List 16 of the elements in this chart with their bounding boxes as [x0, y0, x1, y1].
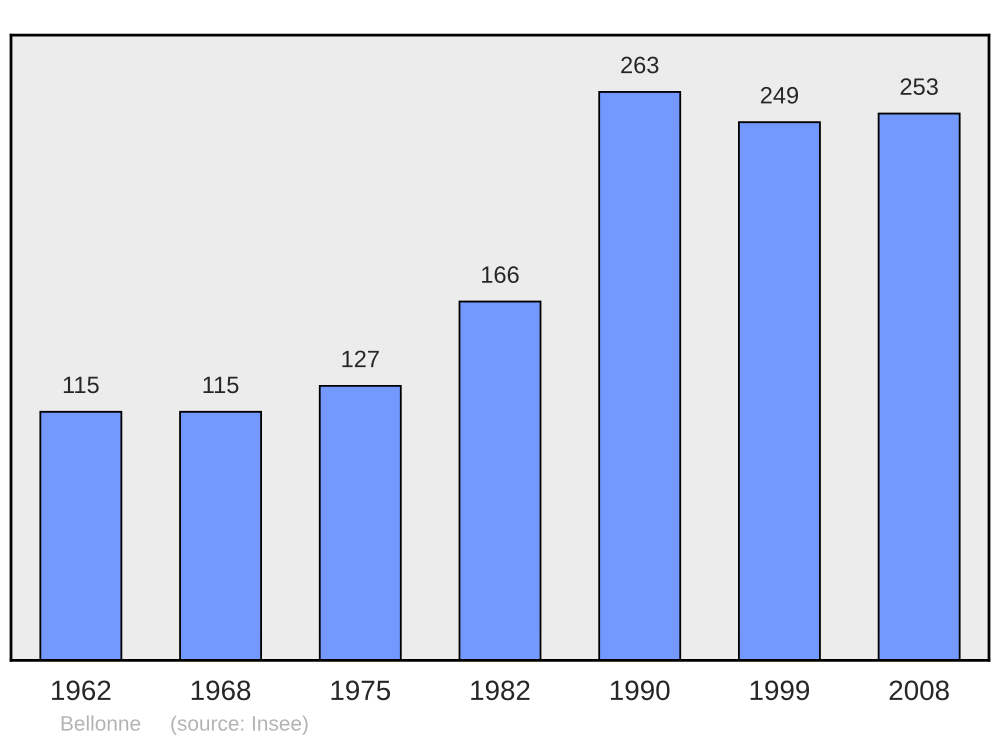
data-label: 127 — [342, 350, 379, 368]
data-label: 115 — [64, 376, 99, 394]
data-label: 263 — [621, 56, 658, 74]
text: (source: Insee) — [171, 715, 308, 735]
data-label: 115 — [204, 376, 238, 394]
x-tick-label: 1962 — [52, 680, 110, 700]
x-tick-label: 1975 — [332, 680, 390, 700]
text: Bellonne — [62, 715, 140, 731]
x-tick-label: 1999 — [750, 680, 810, 700]
data-label: 166 — [482, 266, 519, 284]
x-tick-label: 1990 — [610, 680, 670, 700]
data-label: 249 — [760, 86, 798, 104]
data-label: 253 — [900, 78, 938, 96]
x-tick-label: 1982 — [471, 680, 530, 700]
x-tick-label: 1968 — [192, 680, 250, 700]
x-tick-label: 2008 — [890, 680, 949, 700]
